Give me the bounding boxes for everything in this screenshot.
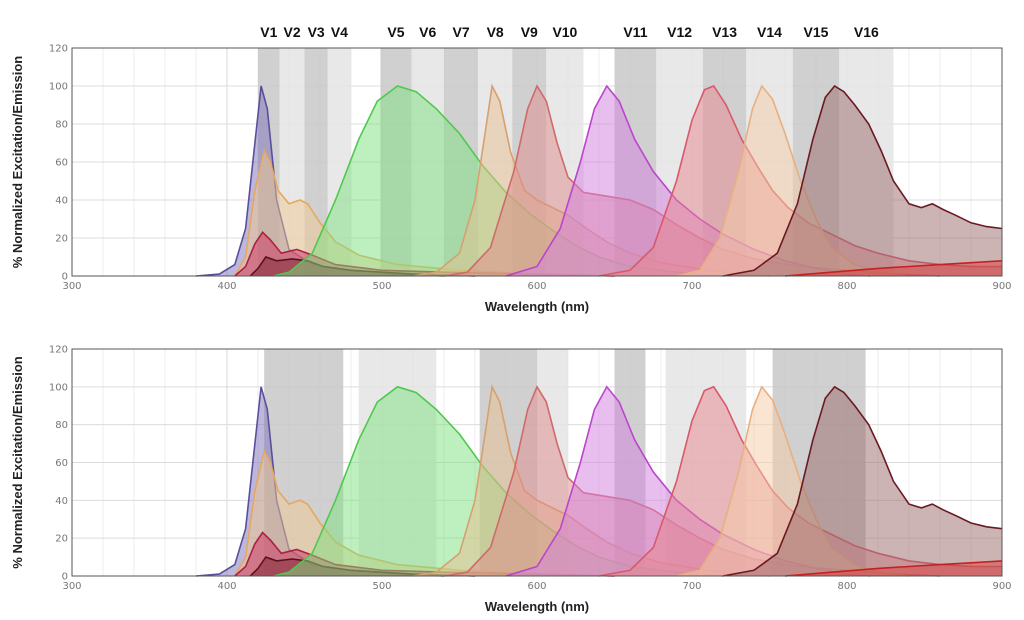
channel-labels: V1 V2 V3 V4 V5 V6 V7 V8 V9 V10 V11 V12 V13 V14 V15 V16 — [260, 24, 879, 40]
x-tick-label: 800 — [837, 581, 856, 592]
y-tick-label: 20 — [55, 234, 68, 245]
channel-label-v15: V15 — [804, 24, 829, 40]
x-tick-label: 500 — [372, 581, 391, 592]
channel-label-v7: V7 — [452, 24, 469, 40]
channel-label-v11: V11 — [623, 24, 647, 40]
x-tick-label: 500 — [372, 281, 391, 292]
spectrum-fill-rose — [599, 386, 1002, 576]
x-tick-label: 300 — [62, 281, 81, 292]
spectrum-fill-magenta — [506, 386, 871, 576]
channel-label-v3: V3 — [308, 24, 325, 40]
spectra — [195, 384, 1003, 577]
y-tick-label: 0 — [62, 272, 68, 283]
spectrum-fill-brown — [723, 386, 1002, 576]
spectrum-fill-green — [273, 86, 723, 276]
y-tick-label: 0 — [62, 572, 68, 583]
y-tick-label: 100 — [49, 382, 68, 393]
channel-label-v13: V13 — [712, 24, 737, 40]
x-tick-label: 300 — [62, 581, 81, 592]
x-tick-label: 600 — [527, 581, 546, 592]
spectrum-fill-light-orange — [676, 86, 909, 276]
spectrum-line-red-baseline — [784, 260, 1003, 277]
spectrum-fill-light-orange — [676, 386, 909, 576]
x-tick-label: 800 — [837, 281, 856, 292]
channel-label-v8: V8 — [487, 24, 504, 40]
panel-top: 300 400 500 600 700 800 900 0 20 40 60 80 100 120 Wave… — [10, 24, 1012, 314]
x-tick-label: 400 — [217, 581, 236, 592]
x-tick-label: 900 — [992, 281, 1011, 292]
y-tick-label: 120 — [49, 345, 68, 356]
spectrum-line-red-baseline — [784, 560, 1003, 577]
y-tick-label: 120 — [49, 44, 68, 55]
y-axis-title: % Normalized Excitation/Emission — [10, 356, 25, 568]
y-tick-label: 20 — [55, 534, 68, 545]
panel-bottom: 300 400 500 600 700 800 900 0 20 40 60 80 100 120 Wave… — [10, 345, 1012, 615]
x-tick-label: 900 — [992, 581, 1011, 592]
channel-label-v9: V9 — [521, 24, 538, 40]
channel-label-v2: V2 — [284, 24, 301, 40]
spectrum-fill-brown — [723, 86, 1002, 276]
channel-label-v6: V6 — [419, 24, 436, 40]
y-tick-label: 80 — [55, 120, 68, 131]
spectrum-fill-rose — [599, 86, 1002, 276]
channel-label-v10: V10 — [552, 24, 577, 40]
y-tick-label: 40 — [55, 496, 68, 507]
channel-label-v5: V5 — [387, 24, 404, 40]
x-tick-labels: 300 400 500 600 700 800 900 — [62, 581, 1011, 592]
channel-label-v4: V4 — [331, 24, 348, 40]
spectrum-line-brown — [722, 385, 1003, 577]
channel-label-v16: V16 — [854, 24, 879, 40]
x-tick-label: 700 — [682, 281, 701, 292]
x-axis-title: Wavelength (nm) — [485, 299, 589, 314]
y-tick-label: 60 — [55, 158, 68, 169]
y-tick-labels: 0 20 40 60 80 100 120 — [49, 345, 68, 583]
channel-label-v14: V14 — [757, 24, 782, 40]
spectra — [195, 83, 1003, 277]
x-tick-label: 600 — [527, 281, 546, 292]
channel-label-v1: V1 — [260, 24, 277, 40]
spectrum-fill-green — [273, 386, 723, 576]
y-tick-label: 60 — [55, 458, 68, 469]
channel-label-v12: V12 — [667, 24, 692, 40]
spectrum-line-brown — [722, 84, 1003, 277]
y-tick-labels: 0 20 40 60 80 100 120 — [49, 44, 68, 283]
plot-frame — [71, 348, 1003, 577]
plot-frame — [71, 47, 1003, 277]
y-tick-label: 100 — [49, 82, 68, 93]
x-axis-title: Wavelength (nm) — [485, 599, 589, 614]
x-tick-label: 400 — [217, 281, 236, 292]
spectrum-fill-magenta — [506, 86, 871, 276]
x-tick-labels: 300 400 500 600 700 800 900 — [62, 281, 1011, 292]
y-axis-title: % Normalized Excitation/Emission — [10, 56, 25, 268]
y-tick-label: 80 — [55, 420, 68, 431]
x-tick-label: 700 — [682, 581, 701, 592]
y-tick-label: 40 — [55, 196, 68, 207]
